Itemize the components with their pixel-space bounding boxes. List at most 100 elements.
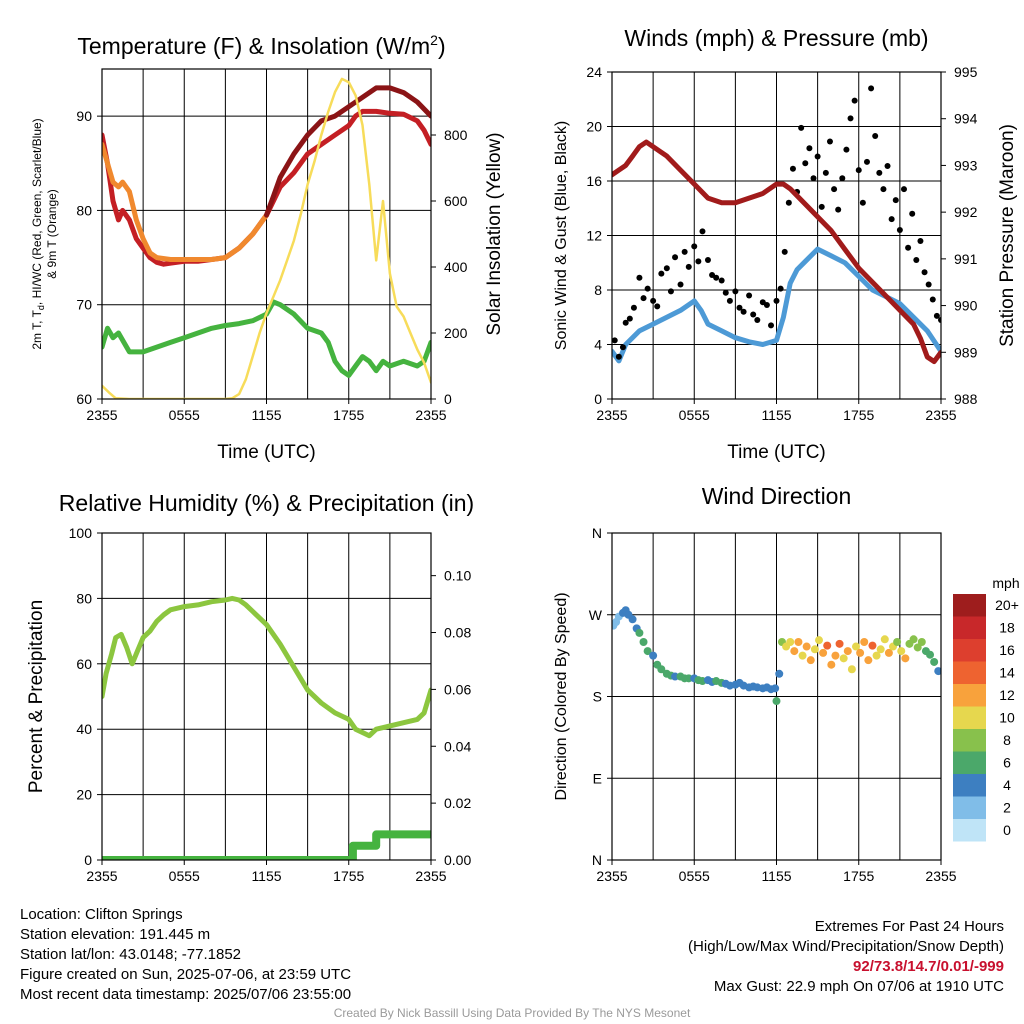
direction-point (775, 669, 784, 678)
gust-dot (781, 248, 788, 255)
gust-dot (868, 85, 875, 92)
y2-axis-label: Solar Insolation (Yellow) (484, 132, 505, 335)
gust-dot (691, 243, 698, 250)
legend-swatch (953, 706, 986, 729)
gust-dot (644, 285, 651, 292)
legend-label: 20+ (995, 597, 1019, 613)
gust-dot (636, 274, 643, 281)
direction-point (635, 628, 644, 637)
x-axis-label: Time (UTC) (217, 442, 316, 463)
direction-point (839, 654, 848, 663)
gust-dot (859, 199, 866, 206)
direction-point (649, 651, 658, 660)
legend-swatch (953, 796, 986, 819)
recent-data-timestamp: Most recent data timestamp: 2025/07/06 2… (20, 986, 352, 1003)
series-line (102, 299, 431, 378)
y2-tick-label: 995 (954, 64, 978, 80)
gust-dot (615, 353, 622, 360)
gust-dot (650, 297, 657, 304)
x-tick-label: 2355 (596, 407, 627, 423)
x-tick-label: 1755 (843, 868, 874, 884)
direction-point (643, 647, 652, 656)
gust-dot (654, 303, 661, 310)
direction-point (671, 672, 680, 681)
y-tick-label: 8 (594, 282, 602, 298)
y-tick-label: 24 (586, 64, 602, 80)
y2-tick-label: 991 (954, 251, 978, 267)
gust-dot (763, 301, 770, 308)
x-tick-label: 2355 (415, 407, 446, 423)
direction-point (831, 651, 840, 660)
legend-label: 12 (999, 687, 1015, 703)
direction-point (657, 665, 666, 674)
plot-area (612, 606, 941, 706)
gust-dot (667, 288, 674, 295)
y2-tick-label: 993 (954, 157, 978, 173)
gust-dot (917, 237, 924, 244)
gust-dot (814, 153, 821, 160)
gust-dot (909, 210, 916, 217)
y2-tick-label: 988 (954, 391, 978, 407)
direction-point (934, 667, 941, 676)
direction-point (843, 647, 852, 656)
direction-point (786, 638, 795, 646)
legend-label: 6 (1003, 755, 1011, 771)
gust-dot (726, 297, 733, 304)
y2-tick-label: 0.02 (444, 795, 471, 811)
y2-tick-label: 0.00 (444, 852, 471, 868)
legend-swatch (953, 594, 986, 617)
gust-dot (695, 258, 702, 265)
direction-point (876, 645, 885, 654)
direction-point (684, 674, 693, 683)
gust-dot (938, 316, 941, 323)
gust-dot (718, 277, 725, 284)
gust-dot (785, 199, 792, 206)
plot-area (102, 595, 431, 860)
gust-dot (699, 228, 706, 235)
x-tick-label: 0555 (169, 407, 200, 423)
legend-swatch (953, 639, 986, 662)
gust-dot (925, 281, 932, 288)
gust-dot (855, 167, 862, 174)
y-axis-label-line2: & 9m T (Orange) (45, 189, 59, 279)
gust-dot (921, 269, 928, 276)
gust-dot (685, 263, 692, 270)
chart-title: Relative Humidity (%) & Precipitation (i… (59, 490, 474, 516)
y2-tick-label: 0.04 (444, 738, 471, 754)
station-elevation: Station elevation: 191.445 m (20, 926, 211, 943)
direction-point (802, 642, 811, 651)
gust-dot (847, 115, 854, 122)
direction-point (930, 657, 939, 666)
gust-dot (798, 124, 805, 131)
direction-point (852, 642, 861, 651)
legend-label: 16 (999, 642, 1015, 658)
gust-dot (822, 169, 829, 176)
gust-dot (740, 308, 747, 315)
y-tick-label: S (593, 689, 602, 705)
y-tick-label: 12 (586, 228, 602, 244)
extremes-info: Extremes For Past 24 Hours (High/Low/Max… (688, 917, 1004, 997)
extremes-values: 92/73.8/14.7/0.01/-999 (853, 958, 1004, 975)
legend-swatch (953, 774, 986, 797)
legend-swatch (953, 616, 986, 639)
direction-point (771, 684, 780, 693)
chart-title: Winds (mph) & Pressure (mb) (624, 25, 928, 51)
gust-dot (839, 175, 846, 182)
gust-dot (818, 203, 825, 210)
direction-point (909, 635, 918, 644)
x-tick-label: 1155 (251, 868, 281, 884)
gust-dot (802, 160, 809, 167)
y2-tick-label: 0.06 (444, 681, 471, 697)
y-tick-label: 90 (76, 108, 92, 124)
gust-dot (810, 175, 817, 182)
direction-point (639, 638, 648, 646)
station-info: Location: Clifton Springs Station elevat… (20, 905, 351, 1005)
legend-swatch (953, 684, 986, 707)
direction-point (814, 636, 823, 645)
x-axis-label: Time (UTC) (727, 442, 826, 463)
y-axis-label: Direction (Colored By Speed) (553, 592, 570, 800)
gust-dot (843, 146, 850, 153)
x-tick-label: 0555 (169, 868, 200, 884)
gust-dot (704, 257, 711, 264)
